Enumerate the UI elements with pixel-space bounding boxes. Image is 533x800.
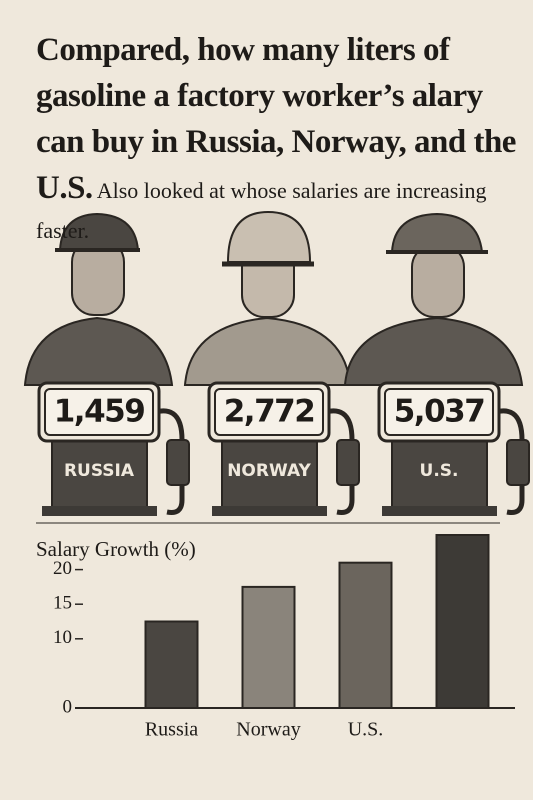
workers [23,210,524,386]
liters: 2,772 [224,394,315,430]
display [44,388,154,436]
bar [241,585,296,710]
nozzle [506,439,530,486]
country: U.S. [420,461,459,481]
x-tick-label: U.S. [348,719,384,741]
y-tick-label: 0 [63,696,73,717]
bar [144,620,199,709]
x-tick-label: Norway [236,719,300,741]
x-tick-label: Russia [145,719,198,741]
y-tick-label: 15 [53,593,72,614]
nozzle [166,439,190,486]
country: RUSSIA [64,461,135,481]
pump-base [212,506,327,516]
liters: 5,037 [394,394,485,430]
y-tick-label: 20 [53,558,72,579]
display [384,388,494,436]
nozzle [336,439,360,486]
bar [435,534,490,709]
y-tick-label: 10 [53,627,72,648]
subtitle: Also looked at whose salaries are increa… [36,178,487,243]
country: NORWAY [227,461,311,481]
liters: 1,459 [54,394,145,430]
display [214,388,324,436]
header: Compared, how many liters of gasoline a … [36,30,516,254]
pump-base [42,506,157,516]
chart-title: Salary Growth (%) [36,537,196,561]
title: Compared, how many liters of gasoline a … [36,32,516,206]
bar [338,561,393,709]
pump-base [382,506,497,516]
